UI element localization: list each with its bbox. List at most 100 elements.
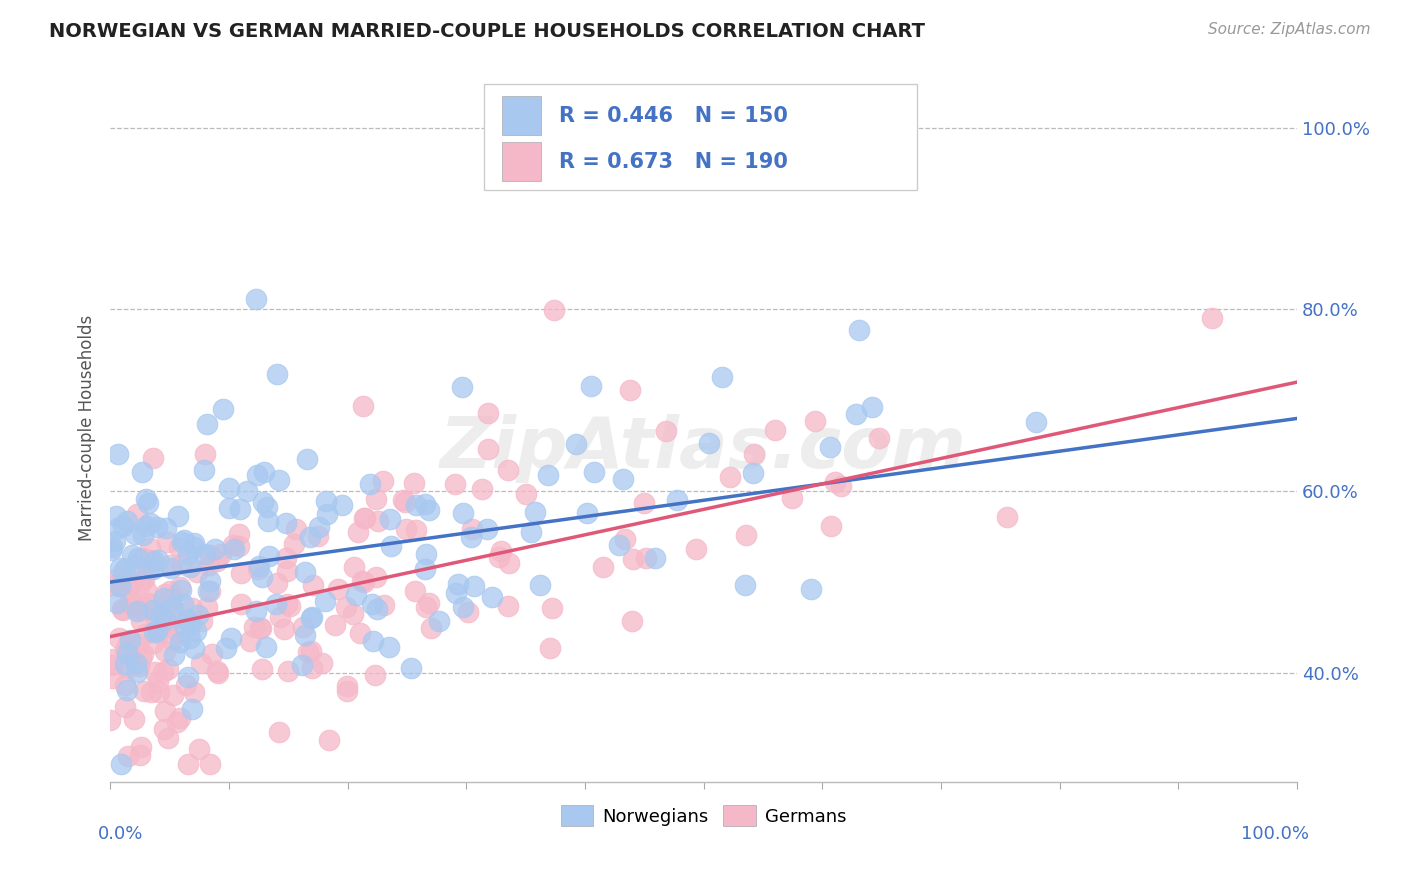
Germans [228, 539, 250, 553]
Norwegians [361, 597, 384, 611]
Germans [592, 560, 614, 574]
Germans [162, 688, 184, 702]
Germans [824, 475, 846, 490]
Norwegians [105, 596, 128, 610]
Germans [276, 597, 298, 611]
Germans [343, 560, 366, 574]
Germans [148, 684, 170, 698]
Norwegians [127, 604, 149, 618]
Germans [420, 621, 443, 635]
Germans [621, 552, 644, 566]
Norwegians [413, 497, 436, 511]
Norwegians [150, 607, 173, 621]
Norwegians [860, 400, 883, 414]
Norwegians [169, 635, 191, 649]
Germans [101, 651, 124, 665]
Germans [115, 581, 138, 595]
Text: R = 0.446   N = 150: R = 0.446 N = 150 [558, 105, 787, 126]
Norwegians [142, 625, 165, 640]
Norwegians [405, 498, 427, 512]
Germans [127, 637, 149, 651]
Germans [190, 656, 212, 670]
Norwegians [108, 579, 131, 593]
Germans [820, 519, 842, 533]
Norwegians [294, 565, 316, 579]
Norwegians [848, 322, 870, 336]
Norwegians [104, 509, 127, 524]
Norwegians [179, 560, 201, 574]
Norwegians [183, 536, 205, 550]
Germans [153, 704, 176, 718]
Germans [538, 641, 561, 656]
Norwegians [252, 495, 274, 509]
Norwegians [135, 518, 157, 533]
Germans [830, 479, 852, 493]
Germans [111, 601, 134, 615]
Germans [98, 713, 121, 727]
Norwegians [607, 538, 630, 552]
Germans [209, 547, 232, 561]
Norwegians [266, 367, 288, 381]
Norwegians [256, 500, 278, 514]
Germans [115, 661, 138, 675]
Germans [114, 678, 136, 692]
Germans [114, 643, 136, 657]
Germans [142, 636, 165, 650]
Norwegians [115, 515, 138, 529]
Germans [101, 672, 124, 686]
Norwegians [200, 574, 222, 589]
Germans [274, 550, 297, 565]
Germans [269, 725, 291, 739]
Germans [297, 644, 319, 658]
Germans [231, 566, 253, 580]
Germans [619, 383, 641, 397]
Norwegians [710, 370, 733, 384]
Norwegians [163, 648, 186, 662]
Germans [353, 510, 375, 524]
Norwegians [529, 578, 551, 592]
Germans [194, 446, 217, 460]
Germans [153, 644, 176, 658]
Norwegians [308, 520, 330, 534]
Germans [995, 510, 1018, 524]
Germans [496, 599, 519, 613]
Germans [477, 406, 499, 420]
Germans [181, 601, 204, 615]
Germans [318, 733, 340, 747]
Germans [152, 665, 174, 680]
Germans [198, 583, 221, 598]
Norwegians [125, 657, 148, 671]
Germans [323, 618, 346, 632]
Germans [131, 651, 153, 665]
Germans [243, 619, 266, 633]
Germans [405, 523, 427, 537]
Germans [157, 662, 180, 676]
Norwegians [179, 631, 201, 645]
Germans [373, 599, 395, 613]
Germans [176, 612, 198, 626]
Germans [131, 550, 153, 565]
Y-axis label: Married-couple Households: Married-couple Households [79, 314, 96, 541]
Norwegians [845, 407, 868, 421]
Germans [735, 528, 758, 542]
Norwegians [299, 610, 322, 624]
Germans [278, 599, 301, 614]
Norwegians [146, 553, 169, 567]
Norwegians [254, 640, 277, 654]
Norwegians [269, 473, 291, 487]
Norwegians [187, 607, 209, 622]
Germans [183, 685, 205, 699]
Germans [139, 541, 162, 556]
Germans [292, 620, 315, 634]
Norwegians [173, 618, 195, 632]
Germans [394, 495, 416, 509]
Germans [404, 583, 426, 598]
Germans [515, 487, 537, 501]
Norwegians [107, 521, 129, 535]
Norwegians [155, 613, 177, 627]
Norwegians [218, 481, 240, 495]
FancyBboxPatch shape [502, 96, 541, 135]
Norwegians [245, 293, 267, 307]
Norwegians [742, 466, 765, 480]
Norwegians [447, 577, 470, 591]
